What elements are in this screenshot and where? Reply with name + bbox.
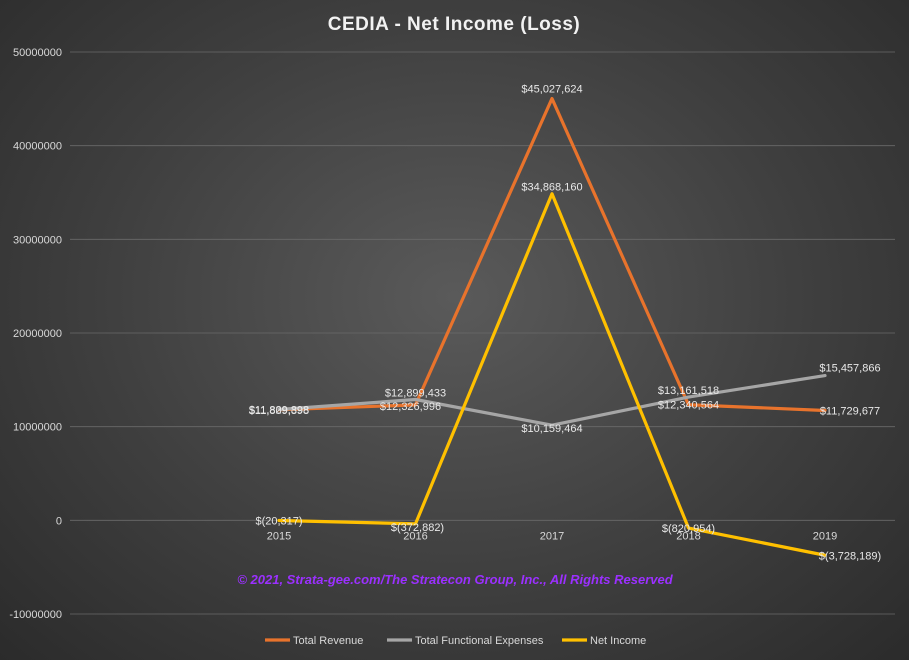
y-tick-label: 10000000 xyxy=(13,422,62,434)
y-axis-ticks: -10000000 0 10000000 20000000 30000000 400000… xyxy=(9,47,62,621)
y-tick-label: 0 xyxy=(56,515,62,527)
data-label: $12,340,564 xyxy=(658,400,719,412)
y-tick-label: -10000000 xyxy=(9,609,62,621)
data-label: $(820,954) xyxy=(662,523,715,535)
series-line-total-functional-expenses xyxy=(277,373,827,427)
x-tick-label: 2019 xyxy=(813,530,837,542)
data-label: $10,159,464 xyxy=(521,423,582,435)
legend-label: Total Revenue xyxy=(293,635,363,647)
data-label: $13,161,518 xyxy=(658,385,719,397)
legend-label: Total Functional Expenses xyxy=(415,635,544,647)
y-tick-label: 30000000 xyxy=(13,234,62,246)
y-tick-label: 40000000 xyxy=(13,141,62,153)
legend: Total Revenue Total Functional Expenses Ne… xyxy=(265,635,646,647)
data-label: $11,729,677 xyxy=(820,405,880,417)
x-tick-label: 2016 xyxy=(403,530,427,542)
chart-title: CEDIA - Net Income (Loss) xyxy=(328,14,581,35)
series-lines xyxy=(277,96,827,557)
x-tick-label: 2015 xyxy=(267,530,291,542)
legend-label: Net Income xyxy=(590,635,646,647)
x-axis-ticks: 2015 2016 2017 2018 2019 xyxy=(267,530,837,542)
data-label: $(3,728,189) xyxy=(819,550,881,562)
data-label: $12,899,433 xyxy=(385,388,446,400)
y-tick-label: 20000000 xyxy=(13,328,62,340)
data-label: $12,326,996 xyxy=(380,401,441,413)
series-line-total-revenue xyxy=(277,96,827,413)
data-labels: $11,809,398 $12,326,996 $45,027,624 $12,340… xyxy=(249,84,881,563)
data-label: $11,829,898 xyxy=(249,405,309,417)
gridlines xyxy=(70,51,895,615)
y-tick-label: 50000000 xyxy=(13,47,62,59)
data-label: $45,027,624 xyxy=(521,84,582,96)
copyright-notice: © 2021, Strata-gee.com/The Stratecon Gro… xyxy=(237,572,673,587)
data-label: $(372,882) xyxy=(391,522,444,534)
data-label: $15,457,866 xyxy=(819,363,880,375)
x-tick-label: 2017 xyxy=(540,530,564,542)
data-label: $(20,317) xyxy=(255,516,302,528)
data-label: $34,868,160 xyxy=(521,182,582,194)
series-line-net-income xyxy=(277,192,827,557)
data-label: $11,809,398 xyxy=(249,405,309,417)
x-tick-label: 2018 xyxy=(676,530,700,542)
